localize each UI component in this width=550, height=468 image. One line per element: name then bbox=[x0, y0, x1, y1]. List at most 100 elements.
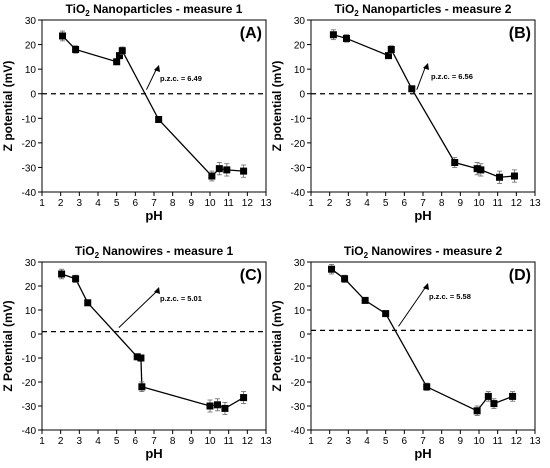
series-line bbox=[61, 273, 244, 410]
data-point bbox=[341, 275, 349, 283]
x-tick-label: 1 bbox=[39, 436, 45, 447]
y-tick-label: -20 bbox=[22, 139, 37, 150]
panel-label: (C) bbox=[240, 267, 262, 284]
data-point bbox=[240, 167, 248, 175]
x-tick-label: 3 bbox=[77, 198, 83, 209]
x-tick-label: 9 bbox=[458, 198, 464, 209]
x-tick-label: 3 bbox=[346, 198, 352, 209]
chart-title: TiO2 Nanoparticles - measure 1 bbox=[66, 2, 243, 18]
panel-b: TiO2 Nanoparticles - measure 21 2 3 4 5 6 7 8 9 1… bbox=[270, 2, 541, 223]
y-tick-label: 30 bbox=[294, 258, 306, 269]
data-point bbox=[329, 31, 337, 39]
y-tick-label: -40 bbox=[22, 426, 37, 437]
y-tick-label: -10 bbox=[22, 114, 37, 125]
panel-a: TiO2 Nanoparticles - measure 11 2 3 4 5 6 7 8 9 1… bbox=[1, 2, 272, 223]
y-axis-label: Z Potential (mV) bbox=[1, 300, 15, 391]
y-tick-label: 20 bbox=[294, 282, 306, 293]
panel-c: TiO2 Nanowires - measure 11 2 3 4 5 6 7 8 9 10 11 1… bbox=[1, 244, 272, 461]
data-point bbox=[115, 52, 123, 60]
chart-title: TiO2 Nanowires - measure 1 bbox=[75, 244, 234, 260]
panel-label: (A) bbox=[240, 25, 262, 42]
x-tick-label: 10 bbox=[473, 198, 485, 209]
pzc-arrow bbox=[146, 69, 157, 90]
y-tick-label: -20 bbox=[22, 378, 37, 389]
x-tick-label: 7 bbox=[151, 198, 157, 209]
data-point bbox=[72, 275, 80, 283]
data-point bbox=[361, 296, 369, 304]
series-line bbox=[62, 35, 244, 177]
x-tick-label: 10 bbox=[473, 436, 485, 447]
y-tick-label: -30 bbox=[291, 163, 306, 174]
x-tick-label: 6 bbox=[402, 198, 408, 209]
data-point bbox=[138, 383, 146, 391]
pzc-annotation: p.z.c. = 6.56 bbox=[431, 72, 473, 81]
pzc-arrowhead bbox=[423, 283, 429, 290]
y-tick-label: 30 bbox=[294, 16, 306, 27]
data-point bbox=[342, 34, 350, 42]
chart-title: TiO2 Nanowires - measure 2 bbox=[344, 244, 503, 260]
x-axis-label: pH bbox=[145, 208, 162, 223]
pzc-arrowhead bbox=[154, 287, 160, 294]
y-tick-label: 30 bbox=[25, 16, 37, 27]
y-tick-label: 0 bbox=[299, 330, 305, 341]
panel-d: TiO2 Nanowires - measure 21 2 3 4 5 6 7 8 9 10 11 1… bbox=[270, 244, 541, 461]
y-tick-label: 20 bbox=[25, 282, 37, 293]
data-point bbox=[496, 173, 504, 181]
x-tick-label: 4 bbox=[95, 198, 101, 209]
pzc-arrow bbox=[416, 67, 426, 90]
y-axis-label: Z Potential (mV) bbox=[270, 300, 284, 391]
data-point bbox=[423, 383, 431, 391]
x-tick-label: 9 bbox=[189, 198, 195, 209]
y-tick-label: 10 bbox=[294, 65, 306, 76]
x-tick-label: 11 bbox=[223, 198, 234, 209]
x-axis-label: pH bbox=[414, 446, 431, 461]
x-axis-label: pH bbox=[145, 446, 162, 461]
pzc-annotation: p.z.c. = 6.49 bbox=[160, 74, 202, 83]
data-point bbox=[384, 52, 392, 60]
y-tick-label: 0 bbox=[299, 90, 305, 101]
x-tick-label: 13 bbox=[260, 198, 272, 209]
x-tick-label: 8 bbox=[439, 198, 445, 209]
pzc-arrowhead bbox=[154, 65, 160, 72]
data-point bbox=[387, 45, 395, 53]
x-tick-label: 7 bbox=[420, 436, 426, 447]
x-tick-label: 12 bbox=[242, 198, 254, 209]
y-tick-label: -10 bbox=[291, 114, 306, 125]
y-tick-label: 20 bbox=[294, 41, 306, 52]
pzc-arrowhead bbox=[423, 63, 429, 70]
y-tick-label: 20 bbox=[25, 41, 37, 52]
y-tick-label: 0 bbox=[30, 90, 36, 101]
x-tick-label: 1 bbox=[308, 436, 314, 447]
data-point bbox=[473, 165, 481, 173]
x-tick-label: 1 bbox=[308, 198, 314, 209]
y-tick-label: -40 bbox=[291, 426, 306, 437]
data-point bbox=[215, 165, 223, 173]
pzc-arrow bbox=[398, 287, 426, 327]
x-tick-label: 9 bbox=[189, 436, 195, 447]
x-tick-label: 12 bbox=[511, 198, 523, 209]
data-point bbox=[408, 85, 416, 93]
x-tick-label: 4 bbox=[364, 436, 370, 447]
data-point bbox=[84, 299, 92, 307]
y-tick-label: 0 bbox=[30, 330, 36, 341]
data-point bbox=[484, 392, 492, 400]
x-tick-label: 8 bbox=[170, 198, 176, 209]
panel-label: (D) bbox=[509, 267, 531, 284]
y-tick-label: 10 bbox=[25, 65, 37, 76]
x-tick-label: 11 bbox=[223, 436, 234, 447]
data-point bbox=[133, 353, 141, 361]
pzc-annotation: p.z.c. = 5.01 bbox=[160, 294, 202, 303]
x-tick-label: 7 bbox=[151, 436, 157, 447]
x-tick-label: 8 bbox=[439, 436, 445, 447]
x-tick-label: 11 bbox=[492, 436, 503, 447]
x-tick-label: 12 bbox=[242, 436, 254, 447]
y-tick-label: 30 bbox=[25, 258, 37, 269]
data-point bbox=[213, 401, 221, 409]
x-tick-label: 13 bbox=[260, 436, 272, 447]
data-point bbox=[118, 47, 126, 55]
data-point bbox=[451, 159, 459, 167]
x-tick-label: 2 bbox=[58, 198, 64, 209]
data-point bbox=[490, 400, 498, 408]
data-point bbox=[509, 392, 517, 400]
x-tick-label: 7 bbox=[420, 198, 426, 209]
